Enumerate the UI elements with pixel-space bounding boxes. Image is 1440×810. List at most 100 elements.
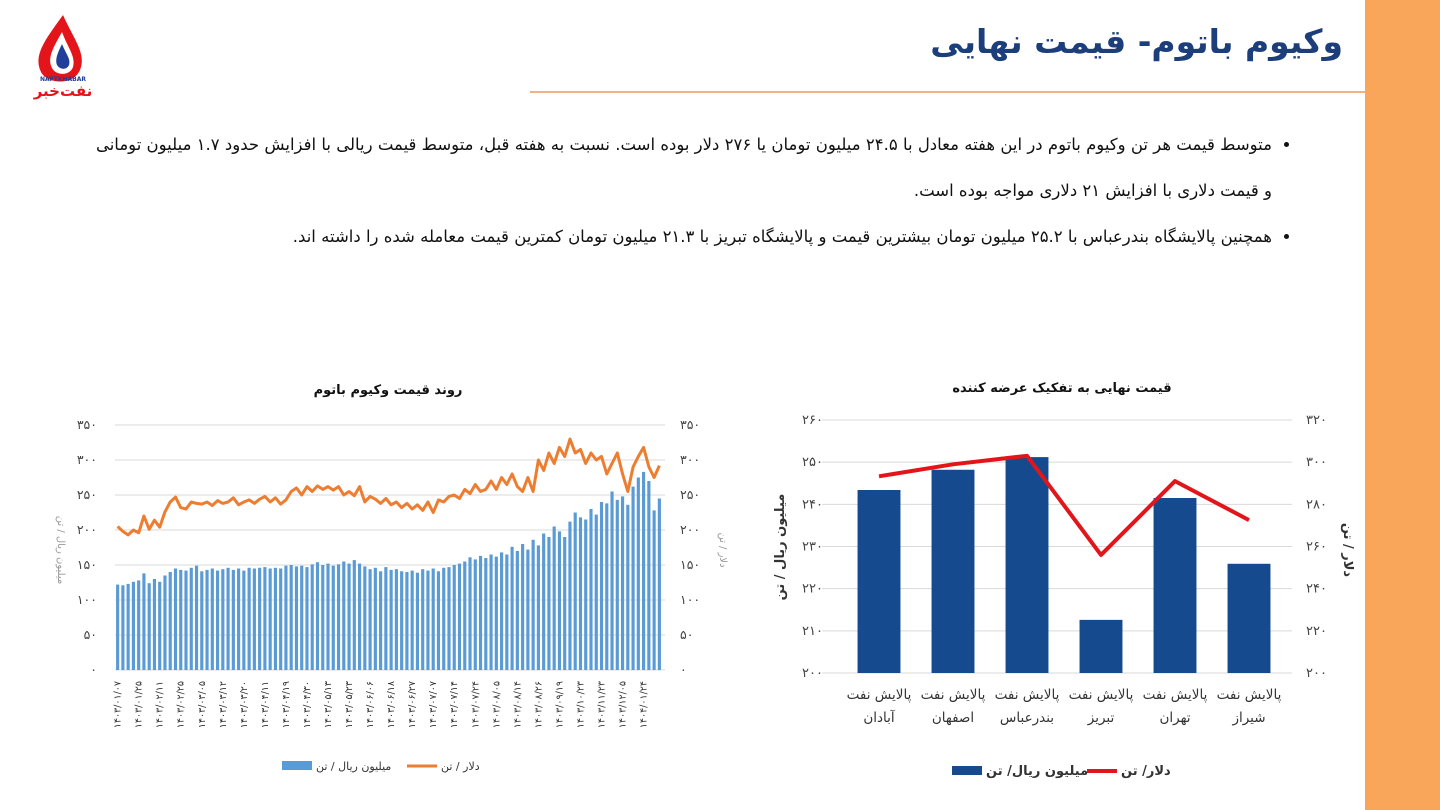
- y-tick-label: ۱۰۰: [77, 592, 97, 607]
- bar: [158, 581, 162, 670]
- x-tick-label: ۱۴۰۳/۰۸/۲۶: [533, 681, 544, 728]
- y-tick-label: ۵۰: [84, 627, 97, 642]
- chart-title: روند قیمت وکیوم باتوم: [314, 383, 463, 398]
- legend-swatch: [282, 761, 312, 770]
- x-tick-label: پالایش نفت شیراز: [1216, 687, 1282, 726]
- chart-title: قیمت نهایی به تفکیک عرضه کننده: [952, 381, 1171, 396]
- y-tick-label: ۲۰۰: [77, 522, 97, 537]
- y-tick-label: ۳۰۰: [77, 452, 97, 467]
- y-tick-label: ۲۴۰: [802, 497, 823, 512]
- x-tick-label: پالایش نفت تبریز: [1068, 687, 1134, 726]
- y2-tick-label: ۲۸۰: [1306, 497, 1327, 512]
- y2-tick-label: ۲۴۰: [1306, 582, 1327, 597]
- y2-tick-label: ۲۶۰: [1306, 540, 1327, 555]
- y2-axis-title: دلار / تن: [1340, 523, 1355, 578]
- bar: [636, 477, 640, 670]
- bar: [226, 567, 230, 670]
- logo-latin: NAFTKHABAR: [40, 76, 86, 83]
- bar: [536, 545, 540, 670]
- bar: [237, 568, 241, 670]
- bar: [189, 567, 193, 670]
- x-tick-label: ۱۴۰۳/۰۷/۰۷: [428, 681, 439, 728]
- y2-tick-label: ۱۰۰: [680, 592, 700, 607]
- x-tick-label: ۱۴۰۳/۰۷/۲۴: [470, 681, 481, 728]
- bar: [342, 561, 346, 670]
- x-tick-label: ۱۴۰۳/۰۸/۱۴: [512, 681, 523, 728]
- y-tick-label: ۲۳۰: [802, 540, 823, 555]
- x-tick-label: پالایش نفت اصفهان: [920, 687, 986, 726]
- bar: [163, 575, 167, 670]
- bar: [426, 570, 430, 670]
- bar: [568, 521, 572, 670]
- x-tick-label: ۱۴۰۳/۰۱/۰۷: [113, 681, 124, 728]
- y2-tick-label: ۵۰: [680, 627, 693, 642]
- bar: [594, 514, 598, 670]
- x-tick-label: پالایش نفت تهران: [1142, 687, 1208, 726]
- y2-tick-label: ۳۵۰: [680, 417, 700, 432]
- bar: [126, 583, 130, 670]
- bar: [284, 565, 288, 670]
- y2-tick-label: ۲۵۰: [680, 487, 700, 502]
- y-tick-label: ۲۵۰: [77, 487, 97, 502]
- bar: [626, 504, 630, 670]
- bullet: متوسط قیمت هر تن وکیوم باتوم در این هفته…: [92, 122, 1272, 214]
- bar: [405, 572, 409, 670]
- bar: [373, 567, 377, 670]
- bar: [116, 584, 120, 670]
- bar: [410, 570, 414, 670]
- x-tick-label: ۱۴۰۳/۰۵/۲۳: [344, 681, 355, 728]
- x-tick-label: ۱۴۰۳/۰۲/۲۵: [176, 681, 187, 728]
- bar: [452, 565, 456, 670]
- y-tick-label: ۲۲۰: [802, 582, 823, 597]
- y-tick-label: ۳۵۰: [77, 417, 97, 432]
- bar: [326, 563, 330, 670]
- y2-tick-label: ۲۲۰: [1306, 624, 1327, 639]
- bar: [589, 509, 593, 670]
- bar: [421, 569, 425, 670]
- x-tick-label: ۱۴۰۳/۰۵/۱۳: [323, 681, 334, 728]
- slide-title: وکیوم باتوم- قیمت نهایی: [930, 22, 1343, 61]
- bar: [468, 557, 472, 670]
- bar: [379, 571, 383, 670]
- bar: [242, 570, 246, 670]
- bar: [194, 565, 199, 670]
- y-tick-label: ۲۰۰: [802, 666, 823, 681]
- bar: [389, 569, 393, 670]
- bar: [647, 481, 651, 670]
- bar: [336, 564, 341, 670]
- x-tick-label: پالایش نفت آبادان: [846, 687, 912, 726]
- logo-flame-core: [56, 44, 70, 69]
- x-tick-label: ۱۴۰۳/۰۲/۱۱: [155, 681, 166, 728]
- x-tick-label: ۱۴۰۳/۰۳/۱۲: [218, 681, 229, 728]
- bar: [478, 555, 483, 670]
- bar: [615, 499, 619, 670]
- bar: [268, 568, 272, 670]
- bar: [400, 571, 404, 670]
- bar: [221, 569, 225, 670]
- bar: [258, 567, 262, 670]
- bar: [215, 570, 220, 670]
- bar: [494, 556, 498, 670]
- bar: [578, 517, 583, 670]
- bar: [357, 563, 362, 670]
- bar: [363, 566, 367, 670]
- bar: [1227, 563, 1271, 673]
- x-tick-label: ۱۴۰۳/۱۰/۲۳: [575, 681, 586, 728]
- bar: [552, 526, 556, 670]
- bar: [931, 469, 975, 673]
- bar: [252, 568, 256, 670]
- bar: [547, 537, 551, 670]
- bar: [1153, 498, 1197, 673]
- bar: [515, 551, 519, 670]
- line: [878, 453, 1250, 557]
- x-tick-label: ۱۴۰۳/۰۸/۰۵: [491, 681, 502, 728]
- bar: [484, 558, 488, 670]
- x-tick-label: ۱۴۰۳/۰۳/۲۰: [239, 681, 250, 728]
- bar: [657, 498, 661, 670]
- bar: [331, 565, 335, 670]
- logo-name: نفت‌خبر: [33, 82, 93, 100]
- bar: [473, 559, 477, 670]
- bar: [289, 565, 293, 670]
- bar: [168, 572, 172, 670]
